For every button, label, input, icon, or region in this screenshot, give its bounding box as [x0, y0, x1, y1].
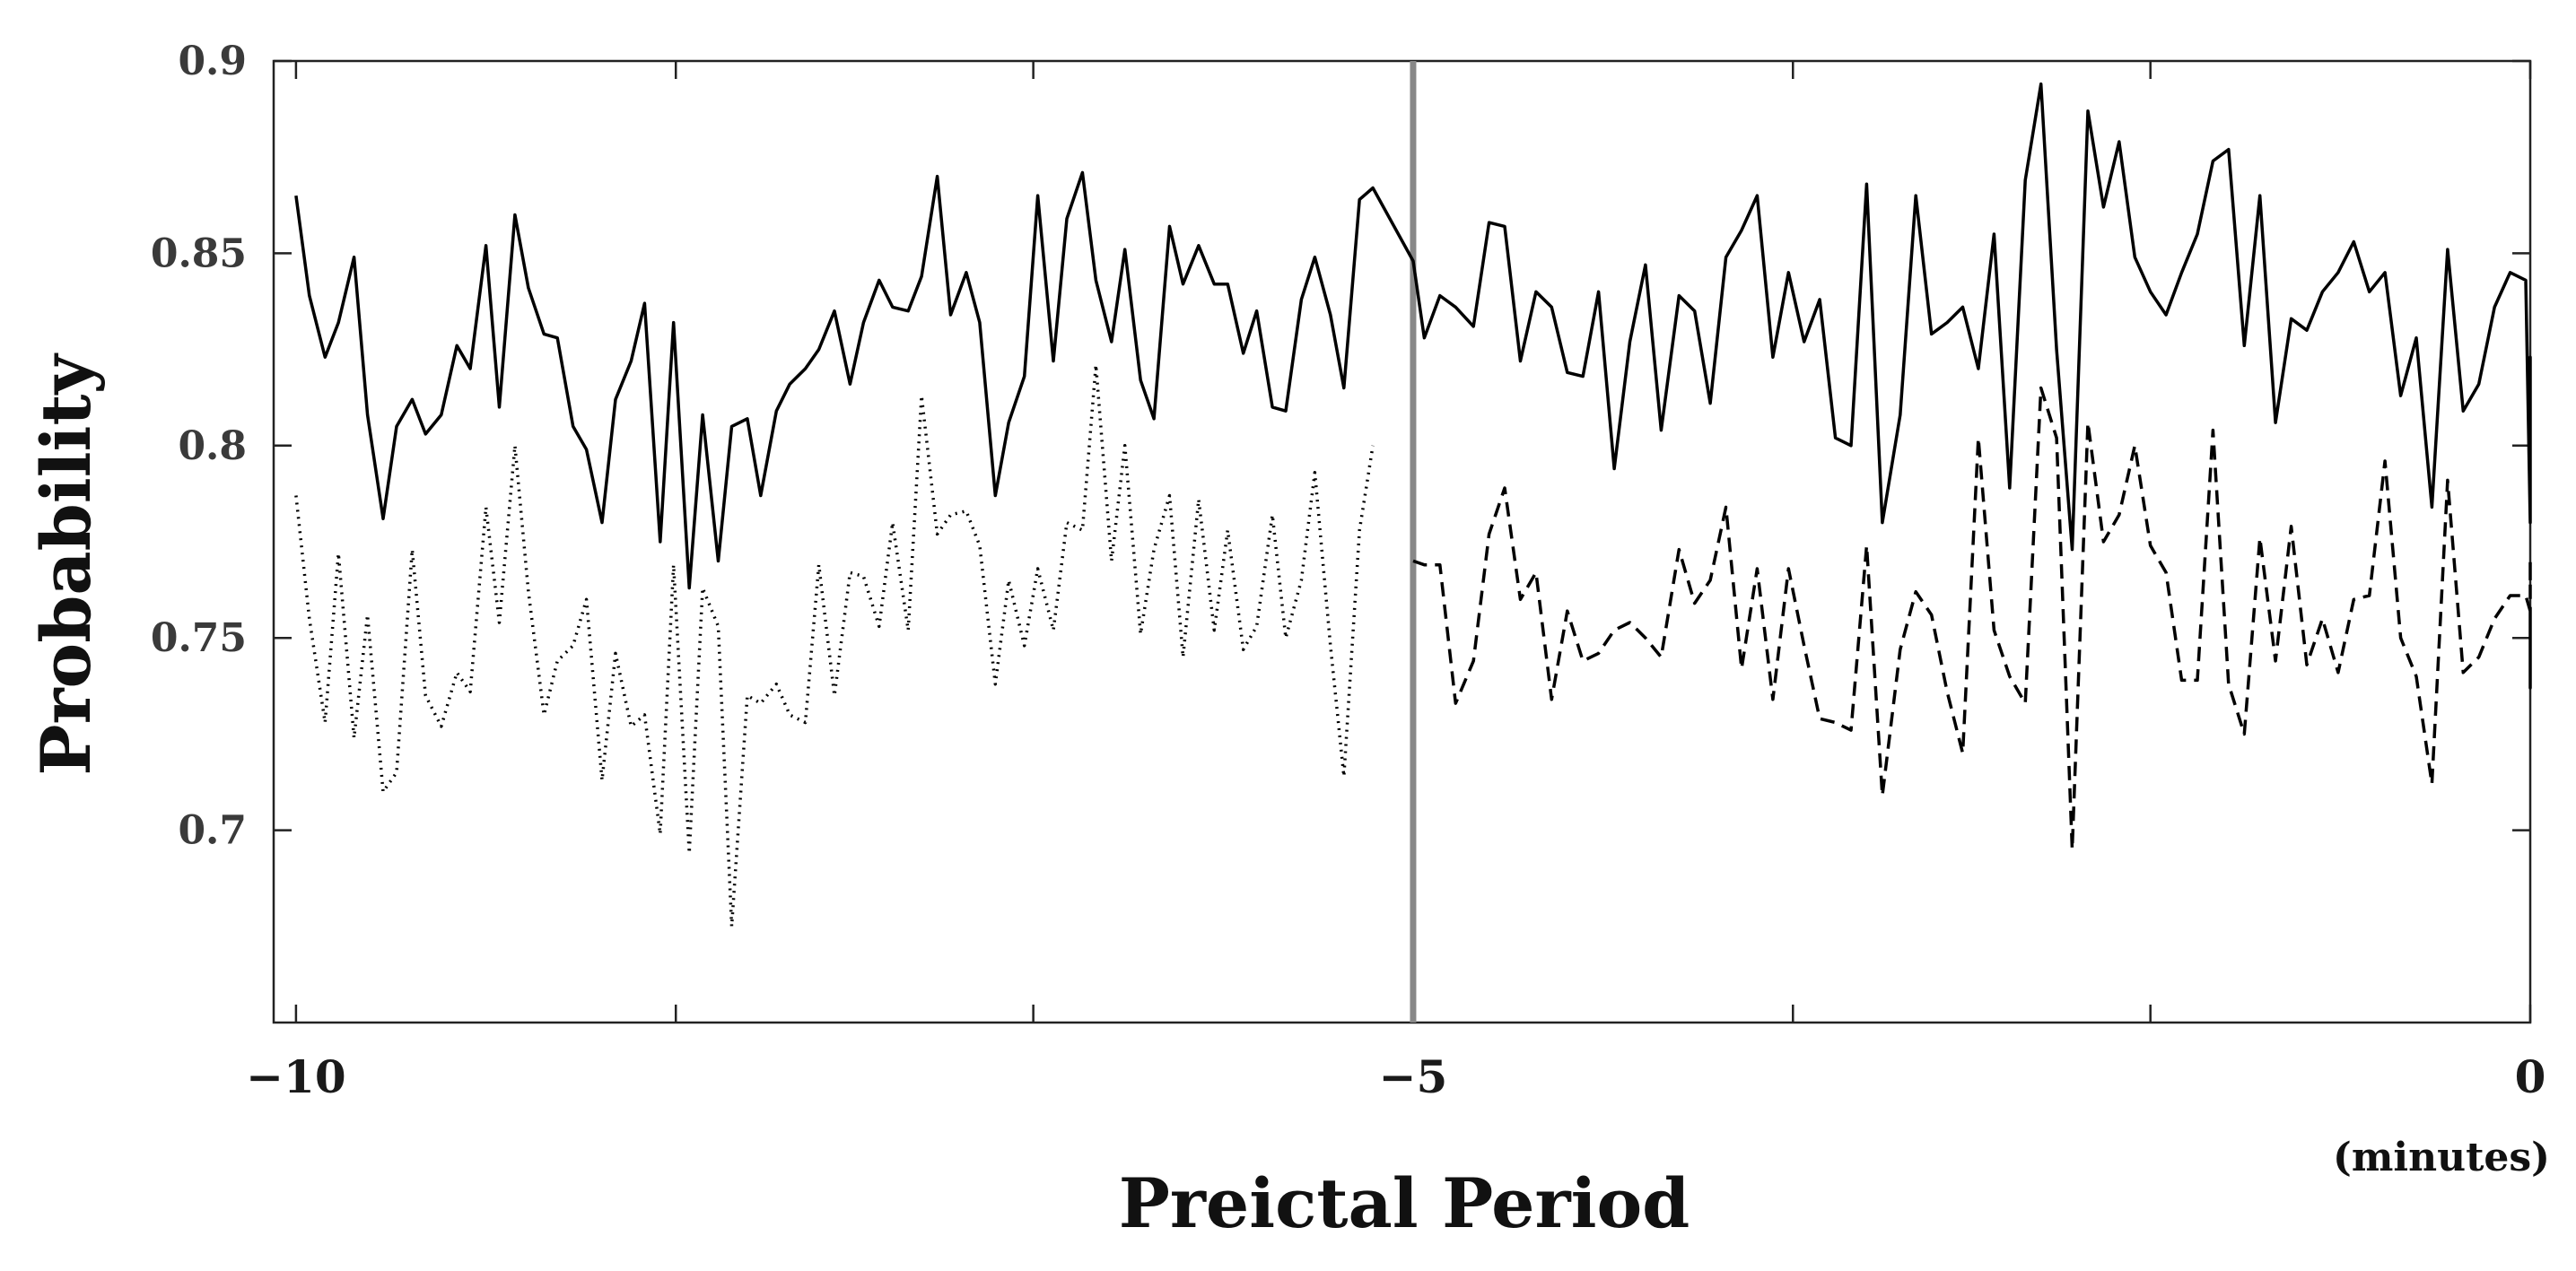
y-tick-label: 0.75	[151, 615, 247, 661]
x-tick-label: −5	[1379, 1050, 1448, 1103]
series-group	[294, 82, 2532, 928]
series-line-solid	[294, 82, 2532, 590]
y-tick-label: 0.9	[178, 39, 247, 84]
y-tick-label: 0.7	[178, 808, 247, 854]
x-tick-label: 0	[2515, 1050, 2546, 1103]
tick-labels-group: 0.7 0.75 0.8 0.85 0.9 −10 −5 0	[151, 39, 2546, 1103]
plot-frame-group	[272, 59, 2532, 1024]
x-tick-label: −10	[246, 1050, 345, 1103]
axis-ticks-group	[274, 59, 2532, 1023]
x-axis-unit-label: (minutes)	[2333, 1135, 2550, 1180]
series-line-dashed	[1412, 386, 2532, 851]
series-line-dotted	[294, 363, 1375, 928]
plot-frame	[272, 59, 2532, 1024]
x-axis-title: Preictal Period	[1119, 1163, 1690, 1243]
y-tick-label: 0.8	[178, 423, 247, 469]
y-tick-label: 0.85	[151, 231, 247, 276]
y-axis-title: Probability	[26, 353, 106, 776]
